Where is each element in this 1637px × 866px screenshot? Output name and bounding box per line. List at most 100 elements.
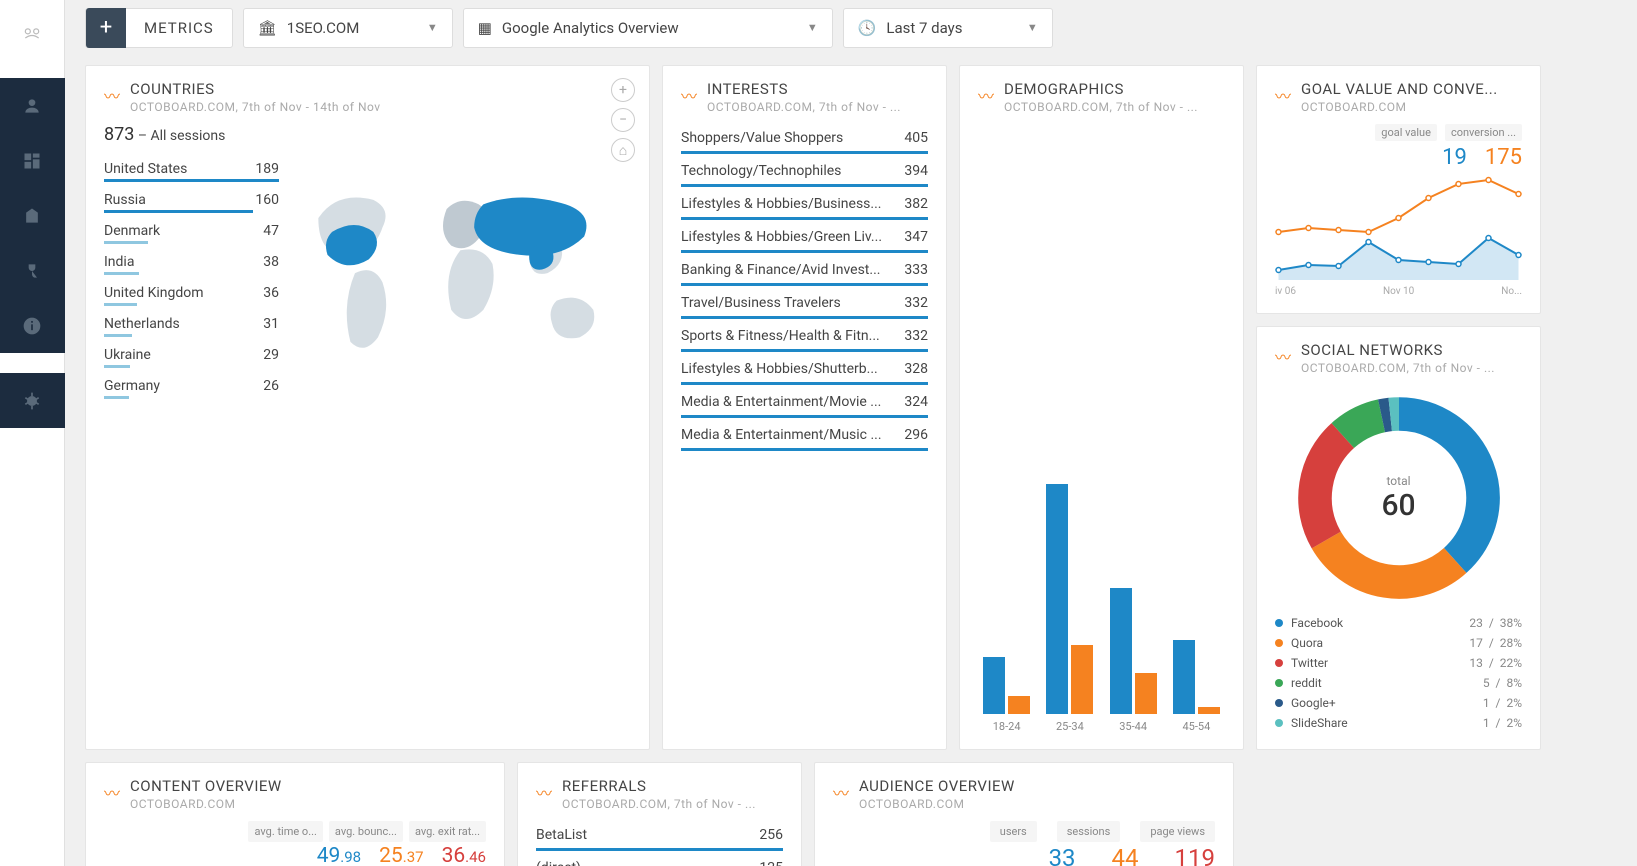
chart-icon: 〰 <box>833 780 849 804</box>
country-row[interactable]: United Kingdom36 <box>104 279 279 303</box>
demo-bar-orange <box>1071 645 1093 714</box>
card-goal: 〰 GOAL VALUE AND CONVE... OCTOBOARD.COM … <box>1256 65 1541 314</box>
donut-label: total <box>1386 474 1410 488</box>
social-row[interactable]: reddit 5 / 8% <box>1275 673 1522 693</box>
audience-values: 3344119 <box>833 844 1215 866</box>
country-row[interactable]: India38 <box>104 248 279 272</box>
chevron-down-icon: ▼ <box>427 21 438 34</box>
interest-row[interactable]: Lifestyles & Hobbies/Green Liv...347 <box>681 223 928 256</box>
plus-icon: + <box>86 8 126 48</box>
social-legend: Facebook 23 / 38% Quora 17 / 28% Twitter… <box>1275 613 1522 733</box>
interest-row[interactable]: Shoppers/Value Shoppers405 <box>681 124 928 157</box>
demo-bar-blue <box>1173 640 1195 714</box>
range-dropdown[interactable]: 🕓 Last 7 days ▼ <box>843 8 1053 48</box>
demo-bar-blue <box>983 657 1005 715</box>
card-title: REFERRALS <box>562 777 783 795</box>
donut-value: 60 <box>1381 488 1415 523</box>
card-content: 〰 CONTENT OVERVIEW OCTOBOARD.COM avg. ti… <box>85 762 505 866</box>
grid-icon: ▦ <box>478 19 492 37</box>
interest-row[interactable]: Banking & Finance/Avid Invest...333 <box>681 256 928 289</box>
chart-icon: 〰 <box>104 780 120 804</box>
country-row[interactable]: Netherlands31 <box>104 310 279 334</box>
countries-list: 873 – All sessions United States189 Russ… <box>104 124 279 403</box>
referral-row[interactable]: BetaList256 <box>536 821 783 854</box>
card-social: 〰 SOCIAL NETWORKS OCTOBOARD.COM, 7th of … <box>1256 326 1541 750</box>
demo-bar-orange <box>1198 707 1220 714</box>
country-row[interactable]: Germany26 <box>104 372 279 396</box>
social-row[interactable]: Quora 17 / 28% <box>1275 633 1522 653</box>
logo <box>7 8 57 58</box>
nav-account[interactable] <box>0 78 65 133</box>
chart-icon: 〰 <box>1275 344 1291 368</box>
social-donut: total 60 <box>1294 393 1504 603</box>
card-referrals: 〰 REFERRALS OCTOBOARD.COM, 7th of Nov - … <box>517 762 802 866</box>
nav-integrations[interactable] <box>0 243 65 298</box>
range-label: Last 7 days <box>886 19 962 37</box>
card-sub: OCTOBOARD.COM, 7th of Nov - ... <box>562 797 783 811</box>
demo-group: 45-54 <box>1172 484 1221 733</box>
audience-legend: users sessions page views <box>833 821 1215 842</box>
card-title: INTERESTS <box>707 80 928 98</box>
chart-icon: 〰 <box>1275 83 1291 107</box>
site-label: 1SEO.COM <box>287 19 360 37</box>
nav-debug[interactable] <box>0 373 65 428</box>
view-label: Google Analytics Overview <box>502 19 679 37</box>
referral-row[interactable]: (direct)125 <box>536 854 783 866</box>
demo-bar-orange <box>1008 696 1030 714</box>
nav-info[interactable] <box>0 298 65 353</box>
interest-row[interactable]: Sports & Fitness/Health & Fitn...332 <box>681 322 928 355</box>
card-sub: OCTOBOARD.COM, 7th of Nov - ... <box>1004 100 1225 114</box>
interest-row[interactable]: Travel/Business Travelers332 <box>681 289 928 322</box>
card-title: CONTENT OVERVIEW <box>130 777 486 795</box>
interests-list: Shoppers/Value Shoppers405 Technology/Te… <box>681 124 928 454</box>
interest-row[interactable]: Lifestyles & Hobbies/Shutterb...328 <box>681 355 928 388</box>
card-sub: OCTOBOARD.COM, 7th of Nov - ... <box>707 100 928 114</box>
zoom-out-button[interactable]: − <box>611 108 635 132</box>
chart-icon: 〰 <box>681 83 697 107</box>
card-sub: OCTOBOARD.COM <box>859 797 1215 811</box>
view-dropdown[interactable]: ▦ Google Analytics Overview ▼ <box>463 8 833 48</box>
interest-row[interactable]: Technology/Technophiles394 <box>681 157 928 190</box>
social-row[interactable]: Facebook 23 / 38% <box>1275 613 1522 633</box>
demo-group: 35-44 <box>1109 484 1158 733</box>
card-title: SOCIAL NETWORKS <box>1301 341 1522 359</box>
demo-group: 18-24 <box>982 484 1031 733</box>
bank-icon: 🏛 <box>258 19 277 37</box>
card-title: GOAL VALUE AND CONVE... <box>1301 80 1522 98</box>
zoom-in-button[interactable]: + <box>611 78 635 102</box>
country-row[interactable]: United States189 <box>104 155 279 179</box>
metrics-label: METRICS <box>126 19 232 37</box>
nav-org[interactable] <box>0 188 65 243</box>
social-row[interactable]: SlideShare 1 / 2% <box>1275 713 1522 733</box>
chart-icon: 〰 <box>104 83 120 107</box>
card-demographics: 〰 DEMOGRAPHICS OCTOBOARD.COM, 7th of Nov… <box>959 65 1244 750</box>
country-row[interactable]: Ukraine29 <box>104 341 279 365</box>
goal-values: 19 175 <box>1275 145 1522 170</box>
content-legend: avg. time o... avg. bounc... avg. exit r… <box>104 821 486 842</box>
social-row[interactable]: Twitter 13 / 22% <box>1275 653 1522 673</box>
topbar: + METRICS 🏛 1SEO.COM ▼ ▦ Google Analytic… <box>65 0 1637 55</box>
demo-group: 25-34 <box>1045 484 1094 733</box>
card-interests: 〰 INTERESTS OCTOBOARD.COM, 7th of Nov - … <box>662 65 947 750</box>
chevron-down-icon: ▼ <box>1027 21 1038 34</box>
interest-row[interactable]: Lifestyles & Hobbies/Business...382 <box>681 190 928 223</box>
country-row[interactable]: Denmark47 <box>104 217 279 241</box>
card-sub: OCTOBOARD.COM, 7th of Nov - ... <box>1301 361 1522 375</box>
home-button[interactable]: ⌂ <box>611 138 635 162</box>
sidebar <box>0 0 65 866</box>
chevron-down-icon: ▼ <box>807 21 818 34</box>
demo-bar-orange <box>1135 673 1157 714</box>
interest-row[interactable]: Media & Entertainment/Music ...296 <box>681 421 928 454</box>
nav-dashboard[interactable] <box>0 133 65 188</box>
world-map[interactable] <box>299 124 631 403</box>
interest-row[interactable]: Media & Entertainment/Movie ...324 <box>681 388 928 421</box>
site-dropdown[interactable]: 🏛 1SEO.COM ▼ <box>243 8 453 48</box>
goal-xaxis: iv 06Nov 10No... <box>1275 286 1522 297</box>
metrics-button[interactable]: + METRICS <box>85 8 233 48</box>
goal-legend: goal value conversion ... <box>1275 124 1522 141</box>
country-row[interactable]: Russia160 <box>104 186 279 210</box>
clock-icon: 🕓 <box>858 19 877 37</box>
social-row[interactable]: Google+ 1 / 2% <box>1275 693 1522 713</box>
card-countries: 〰 COUNTRIES OCTOBOARD.COM, 7th of Nov - … <box>85 65 650 750</box>
card-sub: OCTOBOARD.COM, 7th of Nov - 14th of Nov <box>130 100 631 114</box>
